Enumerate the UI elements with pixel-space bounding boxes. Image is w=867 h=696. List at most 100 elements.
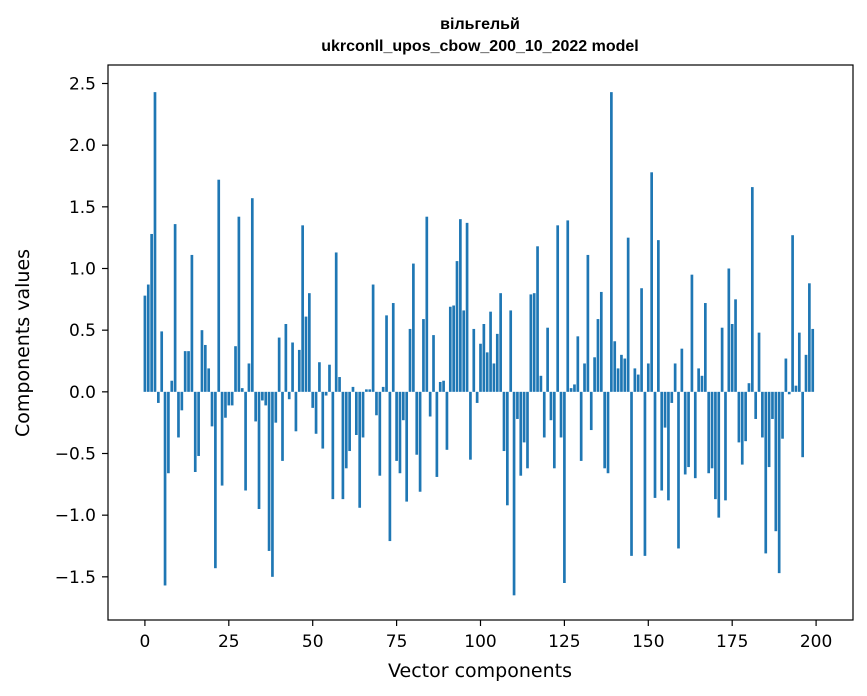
bar-100 <box>479 343 482 392</box>
bar-164 <box>693 391 697 479</box>
bar-102 <box>485 352 489 392</box>
bar-112 <box>519 391 523 476</box>
bar-37 <box>267 391 271 551</box>
bar-35 <box>261 391 264 401</box>
bar-45 <box>294 391 298 432</box>
bar-67 <box>368 389 372 392</box>
y-tick-label: 2.5 <box>69 75 96 95</box>
bar-181 <box>750 187 754 392</box>
bar-98 <box>472 328 476 392</box>
x-tick-label: 200 <box>800 632 832 652</box>
bar-172 <box>720 327 724 392</box>
bar-169 <box>710 391 714 469</box>
bar-23 <box>220 391 224 486</box>
bar-175 <box>730 324 734 392</box>
bar-188 <box>774 391 778 532</box>
bar-14 <box>190 254 194 392</box>
x-tick-label: 125 <box>548 632 580 652</box>
bar-154 <box>660 391 664 491</box>
x-tick-label: 100 <box>464 632 496 652</box>
bar-1 <box>146 284 150 392</box>
bar-158 <box>673 363 677 392</box>
bar-119 <box>542 391 546 438</box>
bar-159 <box>677 391 680 549</box>
y-tick-label: 2.0 <box>69 136 96 156</box>
bar-33 <box>254 391 257 422</box>
bar-187 <box>771 391 774 419</box>
bar-97 <box>469 391 472 460</box>
bar-192 <box>787 391 791 395</box>
bar-123 <box>556 225 560 392</box>
x-tick-label: 75 <box>386 632 408 652</box>
bar-168 <box>707 391 711 474</box>
bar-24 <box>224 391 227 418</box>
bar-139 <box>610 92 613 392</box>
bar-39 <box>274 391 278 423</box>
bar-107 <box>502 391 506 452</box>
bar-64 <box>358 391 362 508</box>
y-tick-label: 1.0 <box>69 260 96 280</box>
bar-82 <box>418 391 422 492</box>
bar-195 <box>797 332 801 392</box>
x-axis-ticks: 0 25 50 75 100 125 150 175 200 <box>140 620 832 652</box>
bar-3 <box>153 92 157 392</box>
bar-177 <box>737 391 741 443</box>
bar-21 <box>214 391 217 569</box>
bar-185 <box>764 391 768 554</box>
bar-110 <box>512 391 516 596</box>
bar-170 <box>714 391 717 500</box>
y-axis-label: Components values <box>12 249 34 437</box>
bar-151 <box>650 172 653 392</box>
bar-138 <box>606 391 610 474</box>
bar-27 <box>234 346 237 392</box>
bar-56 <box>331 391 335 500</box>
bar-160 <box>680 348 684 392</box>
bar-13 <box>187 351 190 392</box>
bar-173 <box>724 391 727 501</box>
bar-179 <box>744 391 747 442</box>
bar-148 <box>640 288 643 392</box>
bar-44 <box>291 342 294 392</box>
bar-41 <box>281 391 284 461</box>
bar-31 <box>247 363 251 392</box>
bar-60 <box>344 391 348 469</box>
y-tick-label: −1.5 <box>55 568 96 588</box>
bar-132 <box>586 254 590 392</box>
bar-194 <box>794 385 798 392</box>
bar-113 <box>522 391 526 443</box>
bar-106 <box>499 293 502 392</box>
bar-176 <box>734 299 737 392</box>
bar-89 <box>442 380 445 392</box>
bar-128 <box>573 384 576 392</box>
bar-171 <box>717 391 721 518</box>
bar-10 <box>177 391 180 438</box>
bar-199 <box>811 328 815 392</box>
bar-180 <box>747 383 751 392</box>
bar-65 <box>361 391 365 438</box>
bar-117 <box>536 246 539 392</box>
bar-87 <box>435 391 439 477</box>
bar-174 <box>727 268 731 392</box>
bar-26 <box>230 391 234 406</box>
bar-32 <box>250 198 254 392</box>
bar-61 <box>348 391 351 452</box>
bar-48 <box>304 316 308 392</box>
bar-6 <box>163 391 167 586</box>
bar-153 <box>657 240 660 392</box>
y-tick-label: 0.0 <box>69 383 96 403</box>
bar-63 <box>354 391 358 435</box>
bar-12 <box>183 351 187 392</box>
bar-73 <box>388 391 392 542</box>
bar-141 <box>616 368 620 392</box>
bar-71 <box>381 386 385 392</box>
bar-68 <box>371 284 375 392</box>
bar-191 <box>784 358 788 392</box>
bar-96 <box>465 222 469 392</box>
y-tick-label: 0.5 <box>69 321 96 341</box>
bar-42 <box>284 324 288 392</box>
bar-193 <box>791 235 794 392</box>
bar-55 <box>328 364 331 392</box>
x-tick-label: 150 <box>632 632 664 652</box>
bar-36 <box>264 391 268 406</box>
bar-16 <box>197 391 200 456</box>
